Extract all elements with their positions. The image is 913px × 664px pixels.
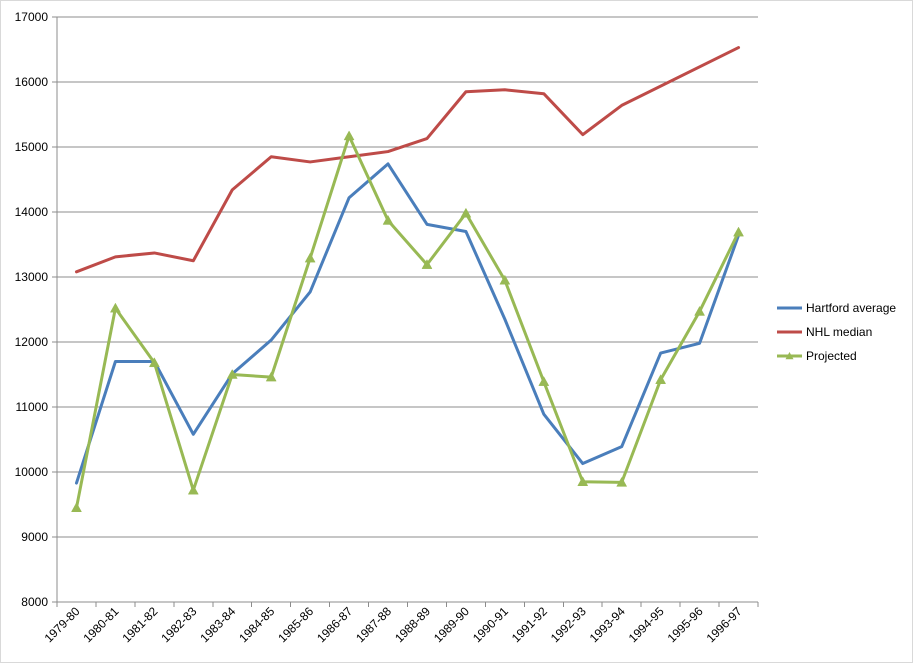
data-point <box>187 484 199 495</box>
x-tick-label: 1985-86 <box>275 604 316 645</box>
x-tick-label: 1992-93 <box>548 604 589 645</box>
y-tick-label: 12000 <box>15 335 49 349</box>
y-tick-label: 15000 <box>15 140 49 154</box>
x-tick-label: 1996-97 <box>704 604 745 645</box>
x-tick-label: 1991-92 <box>509 604 550 645</box>
x-tick-label: 1989-90 <box>431 604 472 645</box>
legend-label: NHL median <box>806 325 872 339</box>
x-tick-label: 1983-84 <box>197 604 238 645</box>
legend-marker <box>785 352 794 360</box>
x-tick-label: 1979-80 <box>42 604 83 645</box>
data-point <box>577 476 589 486</box>
data-point <box>148 357 160 368</box>
y-tick-label: 13000 <box>15 270 49 284</box>
x-tick-label: 1993-94 <box>587 604 628 645</box>
data-point <box>226 368 238 379</box>
y-tick-label: 8000 <box>21 595 48 609</box>
series <box>71 46 744 512</box>
legend: Hartford average NHL median Projected <box>777 301 896 363</box>
legend-item: NHL median <box>777 325 872 339</box>
x-tick-label: 1986-87 <box>314 604 355 645</box>
y-tick-label: 11000 <box>16 400 49 414</box>
legend-item: Hartford average <box>777 301 896 315</box>
data-point <box>460 207 472 218</box>
x-tick-label: 1981-82 <box>119 604 160 645</box>
data-point <box>694 305 706 316</box>
data-point <box>265 371 277 382</box>
series-line <box>74 134 741 510</box>
x-tick-label: 1990-91 <box>470 604 511 645</box>
legend-label: Hartford average <box>806 301 896 315</box>
data-point <box>421 259 433 269</box>
x-tick-label: 1984-85 <box>236 604 277 645</box>
y-tick-label: 16000 <box>15 75 49 89</box>
y-tick-label: 14000 <box>15 205 49 219</box>
gridlines <box>57 16 758 538</box>
x-tick-label: 1987-88 <box>353 604 394 645</box>
series-hartford-average <box>74 162 741 485</box>
series-line <box>74 162 741 485</box>
series-nhl-median <box>74 46 741 274</box>
series-projected <box>71 130 744 512</box>
y-tick-label: 9000 <box>21 530 48 544</box>
y-tick-label: 10000 <box>15 465 49 479</box>
axes <box>56 17 758 603</box>
data-point <box>109 302 121 313</box>
data-point <box>733 226 744 237</box>
x-tick-label: 1988-89 <box>392 604 433 645</box>
x-tick-label: 1995-96 <box>665 604 706 645</box>
data-point <box>538 376 550 386</box>
data-point <box>655 374 667 384</box>
data-point <box>382 214 394 225</box>
legend-item: Projected <box>777 349 857 363</box>
data-point <box>343 130 355 141</box>
data-point <box>616 476 628 487</box>
x-tick-label: 1994-95 <box>626 604 667 645</box>
data-point <box>499 274 511 285</box>
legend-label: Projected <box>806 349 857 363</box>
series-line <box>74 46 741 274</box>
x-tick-label: 1980-81 <box>80 604 121 645</box>
data-point <box>71 502 82 512</box>
y-axis-ticks: 8000 9000 10000 11000 12000 13000 14000 15000 16… <box>15 10 57 609</box>
data-point <box>304 252 316 263</box>
x-tick-label: 1982-83 <box>158 604 199 645</box>
x-axis-ticks: 1979-801980-811981-821982-831983-841984-… <box>42 602 759 645</box>
y-tick-label: 17000 <box>15 10 49 24</box>
